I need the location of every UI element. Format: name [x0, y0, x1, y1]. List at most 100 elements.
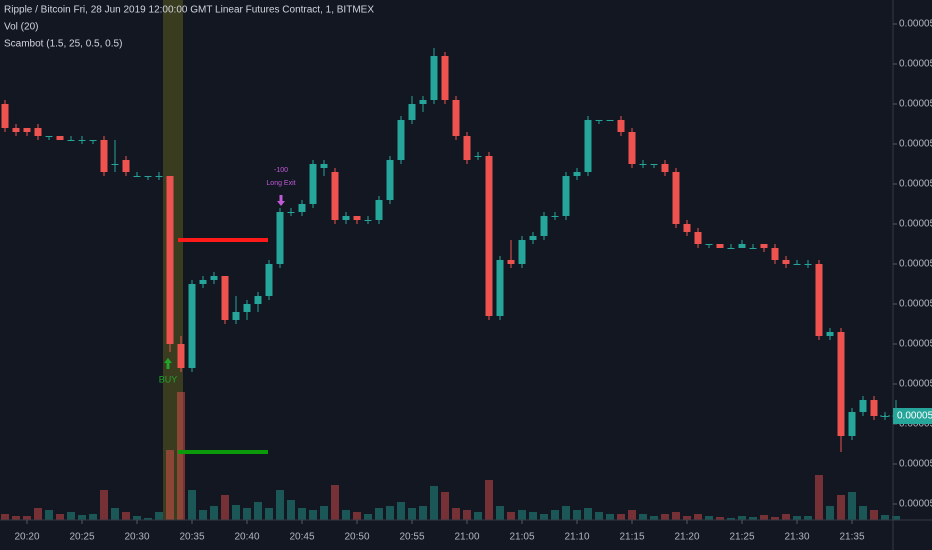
volume-bar [760, 515, 768, 520]
candle-body [485, 156, 493, 316]
candle-body [639, 164, 647, 165]
x-tick-label: 20:45 [289, 532, 314, 543]
volume-bar [529, 512, 537, 520]
volume-bar [639, 514, 647, 520]
volume-bar [144, 518, 152, 520]
candle-body [716, 244, 724, 248]
candle-body [331, 172, 339, 220]
volume-bar [232, 505, 240, 520]
x-tick-label: 20:25 [69, 532, 94, 543]
volume-bar [496, 506, 504, 520]
y-tick-label: 0.00005280 [899, 59, 932, 70]
candle-body [650, 164, 658, 165]
x-tick-label: 21:15 [619, 532, 644, 543]
x-tick-label: 21:00 [454, 532, 479, 543]
x-tick-label: 20:20 [14, 532, 39, 543]
candle-body [408, 104, 416, 120]
candle-body [441, 56, 449, 100]
volume-bar [397, 502, 405, 520]
candle-body [672, 172, 680, 224]
candle-body [848, 412, 856, 436]
volume-bar [12, 516, 20, 520]
candle-body [287, 212, 295, 213]
volume-bar [375, 508, 383, 520]
candle-body [760, 244, 768, 248]
volume-bar [738, 516, 746, 520]
last-price-box [893, 408, 932, 424]
candle-body [254, 296, 262, 304]
volume-bar [309, 510, 317, 520]
volume-bar [298, 508, 306, 520]
x-tick-label: 20:30 [124, 532, 149, 543]
volume-bar [716, 517, 724, 520]
volume-bar [408, 508, 416, 520]
y-tick-label: 0.00005170 [899, 499, 932, 510]
chart-title: Ripple / Bitcoin Fri, 28 Jun 2019 12:00:… [4, 5, 374, 16]
candle-body [265, 264, 273, 296]
y-tick-label: 0.00005250 [899, 179, 932, 190]
candle-body [705, 244, 713, 245]
candle-body [45, 136, 53, 137]
volume-bar [694, 514, 702, 520]
candle-body [221, 276, 229, 320]
volume-bar [386, 506, 394, 520]
volume-bar [474, 512, 482, 520]
volume-bar [243, 508, 251, 520]
volume-bar [210, 506, 218, 520]
volume-layer [1, 392, 900, 520]
y-tick-label: 0.00005200 [899, 379, 932, 390]
y-tick-label: 0.00005190 [899, 419, 932, 430]
volume-bar [265, 508, 273, 520]
candle-body [78, 140, 86, 141]
volume-bar [177, 392, 185, 520]
volume-bar [650, 516, 658, 520]
indicator-label: Vol (20) [4, 22, 38, 33]
candle-body [738, 244, 746, 248]
volume-bar [320, 506, 328, 520]
volume-bar [826, 506, 834, 520]
candle-body [694, 232, 702, 244]
candle-body [727, 248, 735, 249]
candle-body [353, 216, 361, 220]
volume-bar [441, 492, 449, 520]
volume-bar [67, 512, 75, 520]
candle-body [133, 176, 141, 177]
candle-body [166, 176, 174, 344]
exit-label: Long Exit [266, 180, 295, 187]
candle-body [837, 332, 845, 436]
volume-bar [23, 516, 31, 520]
candle-body [100, 140, 108, 172]
volume-bar [287, 500, 295, 520]
volume-bar [331, 485, 339, 520]
volume-bar [749, 517, 757, 520]
candle-body [309, 164, 317, 204]
candle-body [12, 128, 20, 132]
volume-bar [870, 510, 878, 520]
x-tick-label: 21:10 [564, 532, 589, 543]
y-tick-label: 0.00005180 [899, 459, 932, 470]
candle-body [474, 156, 482, 157]
volume-bar [837, 495, 845, 520]
volume-bar [111, 508, 119, 520]
volume-bar [452, 508, 460, 520]
volume-bar [485, 480, 493, 520]
buy-arrow [164, 358, 172, 369]
candle-body [298, 204, 306, 212]
candle-body [804, 264, 812, 265]
candle-body [540, 216, 548, 236]
volume-bar [518, 510, 526, 520]
volume-bar [562, 506, 570, 520]
volume-bar [628, 510, 636, 520]
candle-body [529, 236, 537, 240]
volume-bar [661, 514, 669, 520]
volume-bar [683, 516, 691, 520]
candle-body [793, 264, 801, 265]
candle-body [144, 176, 152, 177]
volume-bar [540, 514, 548, 520]
y-tick-label: 0.00005290 [899, 19, 932, 30]
y-tick-label: 0.00005210 [899, 339, 932, 350]
candle-body [551, 216, 559, 217]
candle-body [518, 240, 526, 264]
candle-body [375, 200, 383, 220]
x-tick-label: 21:20 [674, 532, 699, 543]
